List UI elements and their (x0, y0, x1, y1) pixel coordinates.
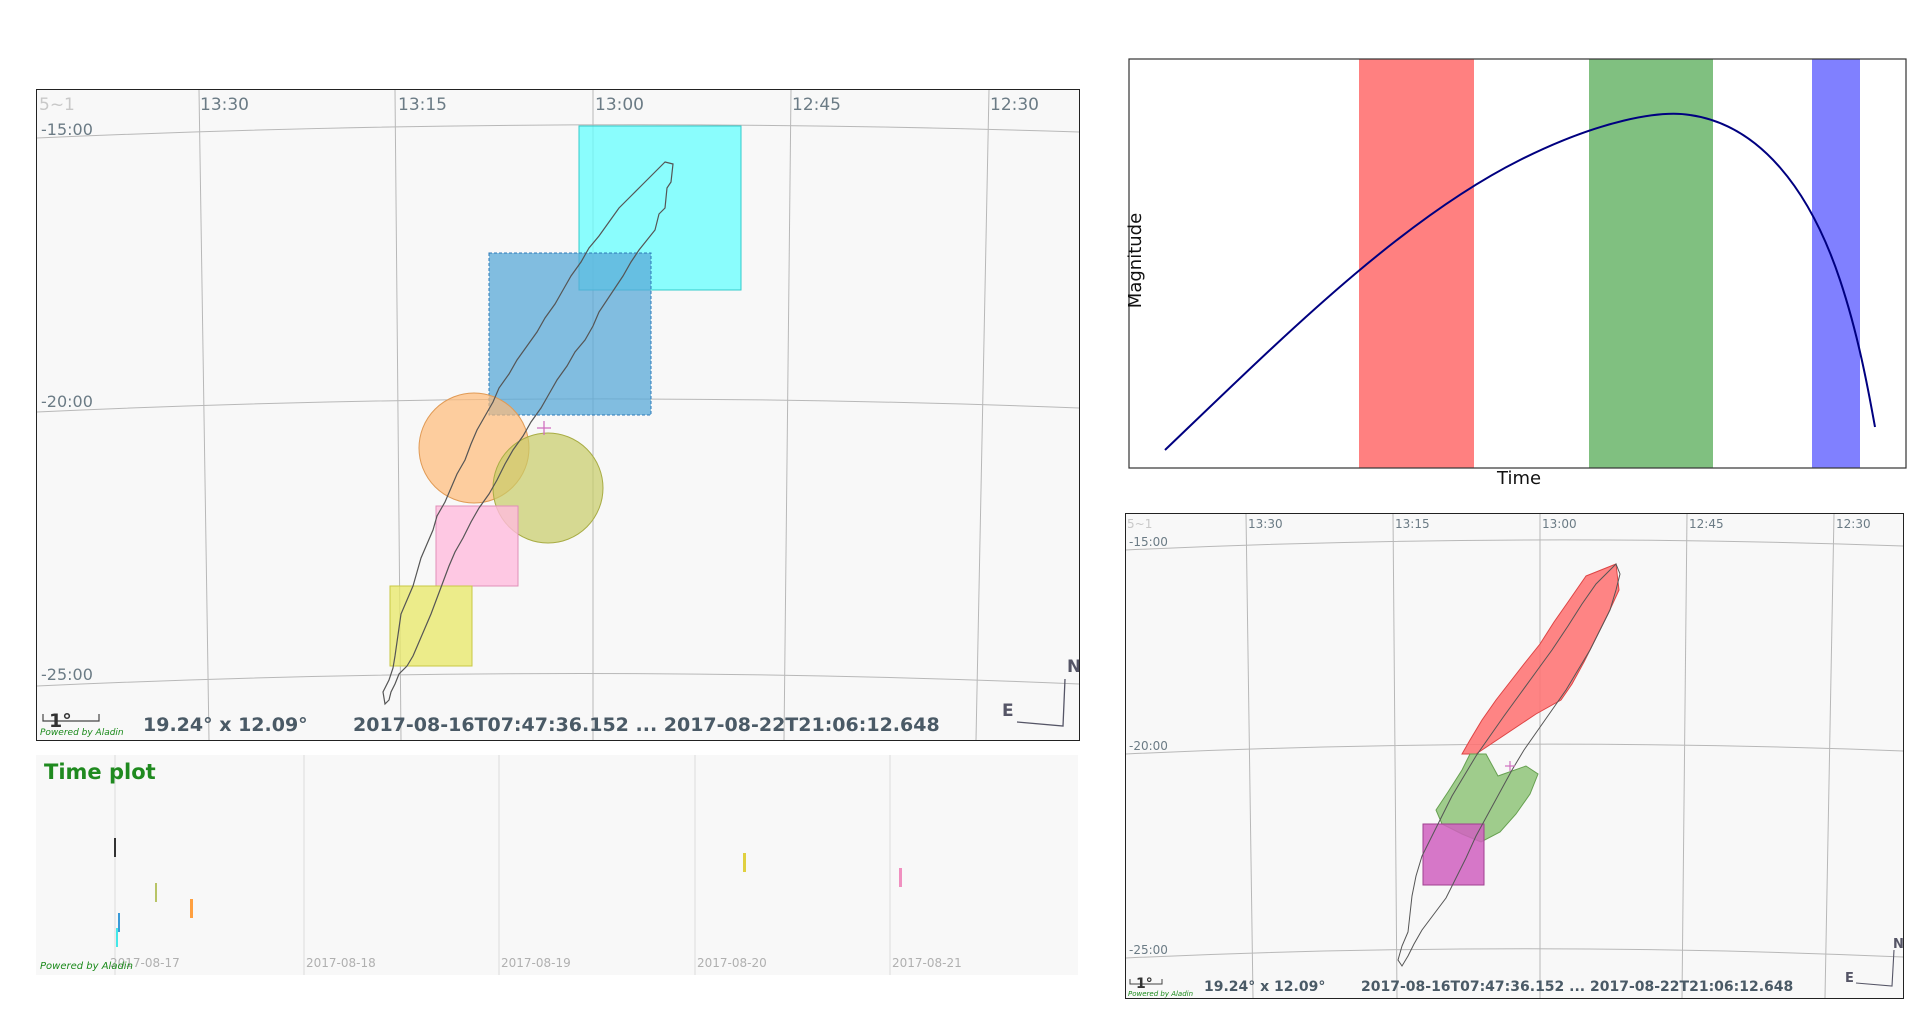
footprint-blue (488, 252, 652, 416)
fov-size: 19.24° x 12.09° (143, 714, 308, 736)
main-sky-view[interactable]: 5~1 13:30 13:15 13:00 12:45 12:30 -15:00… (36, 89, 1080, 741)
time-plot-title: Time plot (44, 760, 156, 784)
scale-label: 1° (49, 710, 72, 732)
time-event-marker (743, 853, 746, 872)
target-marker-icon (1505, 761, 1515, 771)
ra-tick-label: 5~1 (39, 95, 75, 115)
compass-icon (1016, 678, 1066, 727)
skymap-contour (382, 161, 674, 706)
target-marker-icon (537, 421, 551, 435)
dec-grid-line (37, 672, 1079, 687)
compass-north-label: N (1067, 657, 1080, 677)
compass-north-label: N (1893, 937, 1904, 952)
ra-tick-label: 12:45 (792, 95, 841, 115)
dec-tick-label: -15:00 (1129, 535, 1168, 549)
compass-icon (1855, 949, 1895, 987)
dec-tick-label: -25:00 (1129, 943, 1168, 957)
time-axis-label: 2017-08-18 (306, 956, 376, 970)
skymap-contour (1397, 563, 1621, 967)
band-red (1359, 59, 1474, 468)
time-event-marker (190, 899, 193, 918)
ra-tick-label: 5~1 (1127, 517, 1153, 531)
time-axis-label: 2017-08-19 (501, 956, 571, 970)
coverage-green (1435, 753, 1539, 843)
dec-tick-label: -25:00 (41, 665, 93, 684)
band-green (1589, 59, 1713, 468)
powered-by-aladin[interactable]: Powered by Aladin (1128, 990, 1194, 998)
time-range: 2017-08-16T07:47:36.152 ... 2017-08-22T2… (1361, 979, 1794, 995)
coverage-magenta (1422, 823, 1485, 886)
fov-size: 19.24° x 12.09° (1204, 979, 1326, 995)
coverage-sky-canvas[interactable] (1126, 514, 1903, 998)
ra-grid-line (198, 90, 210, 740)
ra-tick-label: 13:00 (1542, 517, 1577, 531)
light-curve-chart: Time Magnitude (1100, 50, 1916, 500)
footprint-pink (435, 505, 519, 587)
ra-grid-line (975, 90, 990, 740)
main-sky-canvas[interactable] (37, 90, 1079, 740)
light-curve-canvas (1128, 58, 1907, 469)
footprint-yellow (389, 585, 473, 667)
time-axis-label: 2017-08-21 (892, 956, 962, 970)
time-event-marker (118, 913, 120, 932)
ra-tick-label: 13:00 (595, 95, 644, 115)
time-axis-label: 2017-08-17 (110, 956, 180, 970)
time-event-marker (116, 928, 118, 947)
dec-grid-line (1126, 743, 1903, 755)
dec-tick-label: -20:00 (41, 392, 93, 411)
coverage-sky-view[interactable]: 5~1 13:30 13:15 13:00 12:45 12:30 -15:00… (1125, 513, 1904, 999)
powered-by-aladin[interactable]: Powered by Aladin (40, 961, 133, 972)
powered-by-aladin[interactable]: Powered by Aladin (40, 728, 124, 738)
compass-east-label: E (1002, 701, 1014, 721)
ra-tick-label: 12:30 (1836, 517, 1871, 531)
x-axis-label: Time (1497, 468, 1542, 489)
band-blue (1812, 59, 1860, 468)
ra-grid-line (1681, 514, 1688, 998)
ra-grid-line (1392, 514, 1398, 998)
ra-grid-line (1824, 514, 1835, 998)
time-event-marker (114, 838, 116, 857)
dec-grid-line (1126, 948, 1903, 959)
ra-grid-line (1245, 514, 1254, 998)
time-axis-label: 2017-08-20 (697, 956, 767, 970)
ra-tick-label: 13:15 (398, 95, 447, 115)
dec-grid-line (37, 124, 1079, 139)
time-plot-canvas[interactable] (36, 755, 1078, 975)
scale-bar (1129, 979, 1163, 985)
dec-tick-label: -15:00 (41, 120, 93, 139)
y-axis-label: Magnitude (1125, 212, 1147, 309)
time-event-marker (155, 883, 157, 902)
scale-bar (42, 714, 100, 722)
dec-grid-line (1126, 539, 1903, 551)
ra-tick-label: 13:30 (200, 95, 249, 115)
ra-grid-line (783, 90, 792, 740)
plot-frame (1128, 58, 1907, 469)
light-curve-line (1164, 112, 1876, 451)
ra-tick-label: 13:30 (1248, 517, 1283, 531)
compass-east-label: E (1845, 971, 1854, 986)
dec-tick-label: -20:00 (1129, 739, 1168, 753)
scale-label: 1° (1136, 976, 1153, 992)
time-event-marker (899, 868, 902, 887)
time-plot[interactable]: Time plot 2017-08-17 2017-08-18 2017-08-… (36, 755, 1078, 975)
ra-tick-label: 12:30 (990, 95, 1039, 115)
time-range: 2017-08-16T07:47:36.152 ... 2017-08-22T2… (353, 714, 940, 736)
ra-tick-label: 12:45 (1689, 517, 1724, 531)
ra-tick-label: 13:15 (1395, 517, 1430, 531)
